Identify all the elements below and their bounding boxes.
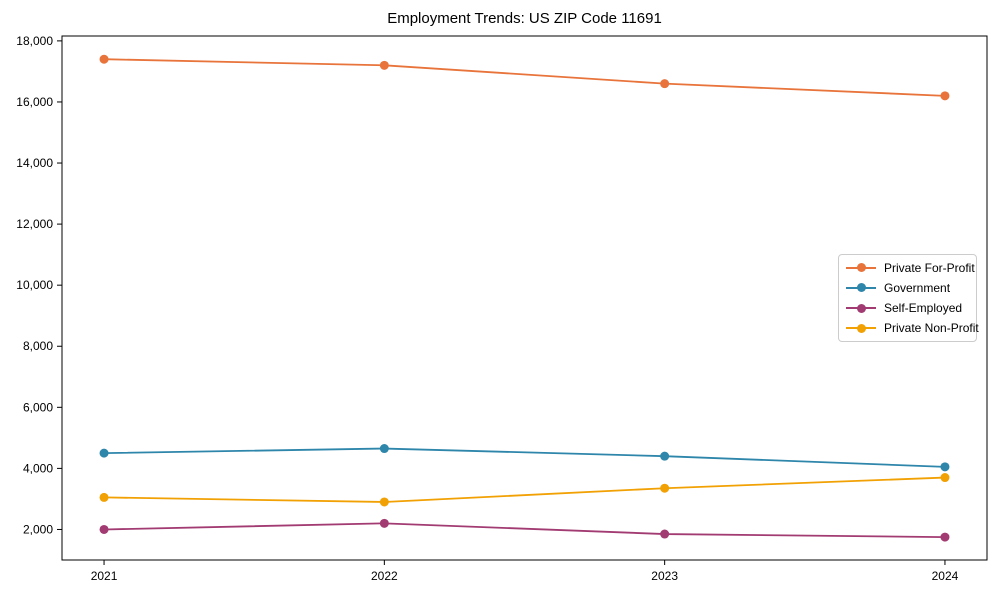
- data-point: [660, 529, 670, 539]
- y-tick-label: 10,000: [16, 278, 53, 292]
- legend-label: Private Non-Profit: [884, 321, 979, 336]
- data-point: [99, 54, 109, 64]
- data-point: [940, 532, 950, 542]
- legend-item-government: Government: [846, 278, 969, 297]
- data-point: [379, 444, 389, 454]
- data-point: [660, 483, 670, 493]
- y-tick-label: 4,000: [23, 461, 53, 475]
- data-point: [99, 448, 109, 458]
- x-tick-label: 2024: [932, 569, 959, 583]
- line-marker-icon: [846, 283, 876, 293]
- data-point: [99, 492, 109, 502]
- y-tick-label: 6,000: [23, 400, 53, 414]
- chart-title: Employment Trends: US ZIP Code 11691: [387, 10, 662, 27]
- data-point: [379, 497, 389, 507]
- series-line-self-employed: [103, 522, 946, 538]
- line-marker-icon: [846, 323, 876, 333]
- legend: Private For-Profit Government Self-Emplo…: [838, 254, 979, 342]
- data-point: [940, 473, 950, 483]
- y-tick-label: 12,000: [16, 217, 53, 231]
- data-point: [660, 451, 670, 461]
- y-tick-label: 18,000: [16, 34, 53, 48]
- legend-item-private-for-profit: Private For-Profit: [846, 258, 975, 277]
- data-point: [940, 91, 950, 101]
- legend-item-private-non-profit: Private Non-Profit: [846, 319, 979, 338]
- data-point: [379, 60, 389, 70]
- data-point: [660, 79, 670, 89]
- y-tick-label: 16,000: [16, 95, 53, 109]
- line-marker-icon: [846, 303, 876, 313]
- x-tick-label: 2022: [371, 569, 398, 583]
- y-tick-label: 2,000: [23, 522, 53, 536]
- legend-label: Government: [884, 280, 951, 295]
- data-point: [99, 524, 109, 534]
- legend-item-self-employed: Self-Employed: [846, 299, 969, 318]
- legend-label: Private For-Profit: [884, 260, 975, 275]
- plot-frame: [61, 35, 988, 561]
- y-tick-label: 14,000: [16, 156, 53, 170]
- series-line-private-non-profit: [103, 476, 946, 503]
- line-marker-icon: [846, 263, 876, 273]
- series-line-government: [103, 447, 946, 468]
- x-tick-label: 2023: [651, 569, 678, 583]
- data-point: [940, 462, 950, 472]
- data-point: [379, 518, 389, 528]
- x-tick-label: 2021: [91, 569, 118, 583]
- series-line-private-for-profit: [103, 58, 946, 97]
- legend-label: Self-Employed: [884, 301, 963, 316]
- y-tick-label: 8,000: [23, 339, 53, 353]
